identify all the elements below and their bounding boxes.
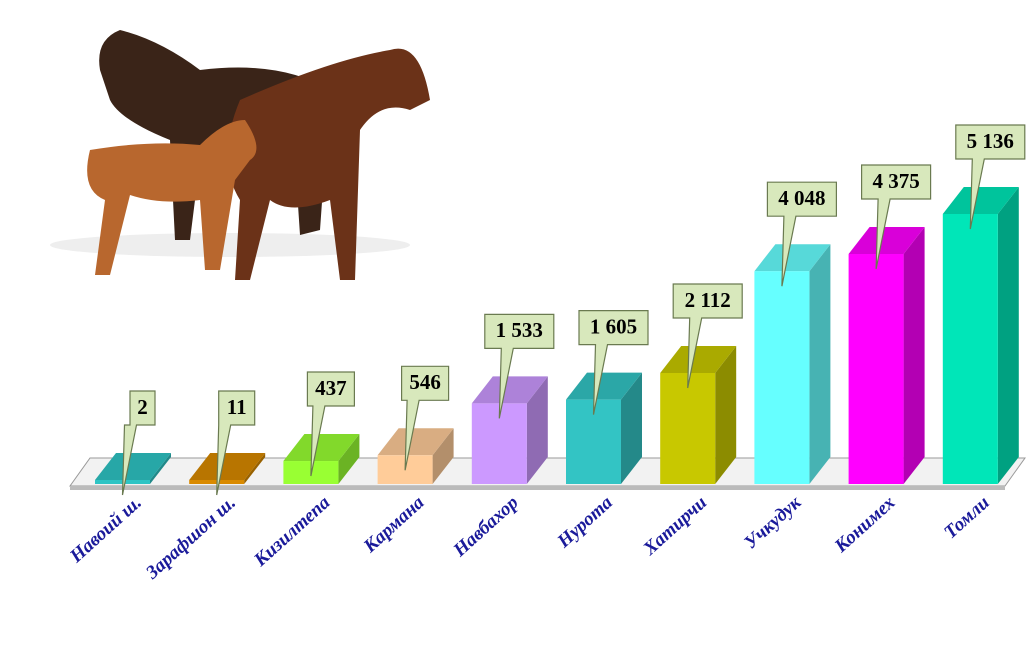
bar-side [432,428,454,484]
x-tick-label: Томли [940,492,993,543]
x-tick-label: Кармана [359,492,429,558]
bar-top [566,372,642,400]
x-tick-label: Кизилтепа [249,492,334,572]
bar-side [997,187,1019,484]
callout [401,365,450,471]
value-label: 4 375 [872,169,919,193]
callout [955,124,1026,230]
bar-top [754,244,831,272]
x-tick-label: Нурота [553,492,617,553]
bar-side [244,453,266,484]
callout [306,371,355,477]
bar-top [471,376,548,404]
bar-top [189,453,266,480]
x-tick-label: Навоий ш. [65,492,146,567]
x-tick-label: Зарафшон ш. [141,492,240,584]
callout [578,310,649,415]
callout [860,164,932,270]
bar-side [715,345,737,484]
callout [216,390,256,496]
x-tick-label: Конимех [830,492,900,558]
value-label: 437 [315,376,347,400]
callout [766,181,838,287]
bar-top [95,453,171,480]
bar-top [377,428,454,456]
value-label: 5 136 [967,129,1014,153]
bar [754,271,810,484]
value-label: 1 533 [496,318,543,342]
horse-illustration [50,30,430,281]
bar-top [848,227,925,255]
bar-top [660,345,737,373]
value-label: 1 605 [590,314,637,338]
x-tick-label: Хатирчи [639,492,711,560]
callout [672,283,743,389]
x-tick-label: Учкудук [740,491,806,553]
bar [848,254,904,484]
x-tick-label: Навбахор [449,492,523,561]
bar-top [283,434,360,462]
value-label: 11 [227,395,247,419]
callout [484,313,555,419]
callout [121,390,156,496]
value-label: 4 048 [778,186,825,210]
bar-side [150,453,171,484]
bar-side [621,372,642,484]
value-label: 2 [137,395,148,419]
value-label: 546 [409,370,441,394]
bar-side [526,376,548,484]
bar-side [903,227,925,484]
bar-side [809,244,831,484]
value-label: 2 112 [685,288,731,312]
bar-side [338,434,360,484]
bar [942,214,998,484]
bar [660,372,716,484]
bar-top [942,187,1019,214]
